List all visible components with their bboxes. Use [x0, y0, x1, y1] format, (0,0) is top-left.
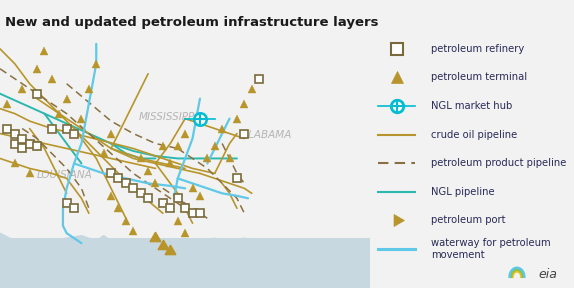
- Text: LOUISIANA: LOUISIANA: [37, 170, 92, 180]
- Text: petroleum terminal: petroleum terminal: [432, 72, 528, 82]
- FancyBboxPatch shape: [0, 238, 370, 288]
- Text: petroleum port: petroleum port: [432, 215, 506, 225]
- Text: MISSISSIPPI: MISSISSIPPI: [139, 112, 198, 122]
- Text: NGL market hub: NGL market hub: [432, 101, 513, 111]
- Text: NGL pipeline: NGL pipeline: [432, 187, 495, 197]
- Text: New and updated petroleum infrastructure layers: New and updated petroleum infrastructure…: [5, 16, 378, 29]
- Polygon shape: [0, 233, 370, 288]
- Text: petroleum refinery: petroleum refinery: [432, 44, 525, 54]
- Text: ALABAMA: ALABAMA: [242, 130, 292, 140]
- Text: petroleum product pipeline: petroleum product pipeline: [432, 158, 567, 168]
- Text: eia: eia: [539, 268, 558, 281]
- Text: crude oil pipeline: crude oil pipeline: [432, 130, 518, 140]
- Text: waterway for petroleum
movement: waterway for petroleum movement: [432, 238, 551, 260]
